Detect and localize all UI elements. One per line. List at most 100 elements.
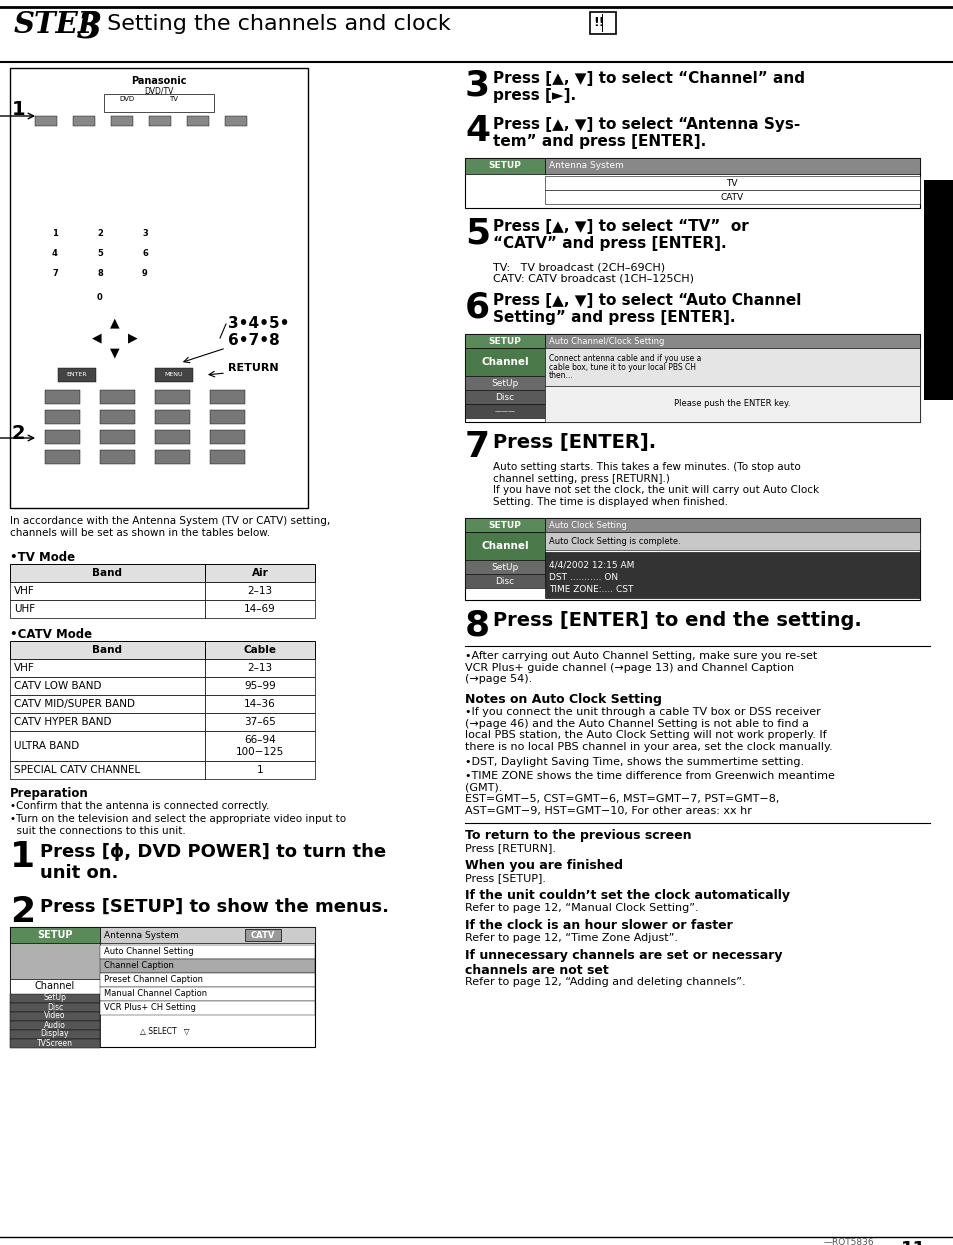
Text: SPECIAL CATV CHANNEL: SPECIAL CATV CHANNEL (14, 764, 140, 774)
Text: 6: 6 (464, 290, 490, 324)
Text: 1: 1 (52, 229, 58, 239)
Bar (58, 369, 96, 382)
Bar (10, 659, 205, 677)
Circle shape (173, 199, 184, 210)
Text: SETUP: SETUP (488, 520, 521, 529)
Circle shape (219, 144, 233, 158)
Text: △ SELECT   ▽: △ SELECT ▽ (140, 1027, 190, 1036)
Bar (601, 14, 602, 32)
Bar (10, 581, 205, 600)
Bar (205, 564, 314, 581)
Bar (245, 929, 281, 941)
Text: 2–13: 2–13 (247, 664, 273, 674)
Text: TV: TV (169, 96, 178, 102)
Text: 14–69: 14–69 (244, 604, 275, 614)
Bar (10, 928, 100, 1047)
Bar (205, 659, 314, 677)
Text: 2: 2 (97, 229, 103, 239)
Text: 4: 4 (52, 249, 58, 259)
Text: ENTER: ENTER (67, 372, 88, 377)
Circle shape (173, 168, 184, 178)
Bar (10, 731, 205, 761)
Text: Press [SETUP].: Press [SETUP]. (464, 873, 545, 883)
Text: Press [ENTER] to end the setting.: Press [ENTER] to end the setting. (493, 611, 861, 630)
Text: Video: Video (44, 1011, 66, 1021)
Text: 95–99: 95–99 (244, 681, 275, 691)
Text: Auto Clock Setting: Auto Clock Setting (548, 520, 626, 529)
Text: Audio: Audio (44, 1021, 66, 1030)
Circle shape (32, 183, 44, 194)
Text: Disc: Disc (495, 576, 514, 585)
Circle shape (47, 245, 63, 261)
Circle shape (125, 144, 139, 158)
Text: SetUp: SetUp (44, 994, 67, 1002)
Bar (154, 449, 190, 464)
Text: To return to the previous screen: To return to the previous screen (464, 829, 691, 842)
Text: 4/4/2002 12:15 AM: 4/4/2002 12:15 AM (548, 561, 634, 570)
Text: TVScreen: TVScreen (37, 1038, 73, 1047)
Bar (923, 181, 953, 400)
Text: Channel: Channel (35, 981, 75, 991)
Text: 3: 3 (464, 68, 490, 102)
Text: •After carrying out Auto Channel Setting, make sure you re-set
VCR Plus+ guide c: •After carrying out Auto Channel Setting… (464, 651, 817, 685)
Text: Preset Channel Caption: Preset Channel Caption (104, 976, 203, 985)
Text: Refer to page 12, “Adding and deleting channels”.: Refer to page 12, “Adding and deleting c… (464, 977, 745, 987)
Bar (205, 761, 314, 779)
Bar (100, 410, 135, 425)
Text: When you are finished: When you are finished (464, 859, 622, 872)
Circle shape (172, 126, 186, 139)
Bar (45, 410, 80, 425)
Bar (464, 532, 544, 560)
Text: SETUP: SETUP (488, 162, 521, 171)
Text: •If you connect the unit through a cable TV box or DSS receiver
(→page 46) and t: •If you connect the unit through a cable… (464, 707, 832, 752)
Text: 1: 1 (10, 840, 35, 874)
Bar (154, 430, 190, 444)
Text: 0: 0 (97, 293, 103, 301)
Circle shape (47, 265, 63, 281)
Bar (104, 95, 213, 112)
Text: UHF: UHF (14, 604, 35, 614)
Bar (10, 641, 205, 659)
Text: RETURN: RETURN (228, 364, 278, 374)
Text: If unnecessary channels are set or necessary
channels are not set: If unnecessary channels are set or neces… (464, 949, 781, 977)
Text: CATV: CATV (720, 193, 742, 202)
Text: Press [ENTER].: Press [ENTER]. (493, 433, 656, 452)
Text: 7: 7 (464, 430, 490, 464)
Text: Press [SETUP] to show the menus.: Press [SETUP] to show the menus. (40, 898, 389, 916)
Text: ▼: ▼ (111, 346, 120, 360)
Bar (210, 390, 245, 403)
Text: Auto Clock Setting is complete.: Auto Clock Setting is complete. (548, 537, 680, 545)
Text: Setting the channels and clock: Setting the channels and clock (100, 14, 450, 34)
Bar (73, 116, 95, 126)
Bar (100, 959, 314, 974)
Bar (205, 713, 314, 731)
Bar (10, 600, 205, 618)
Text: Press [RETURN].: Press [RETURN]. (464, 843, 556, 853)
Text: ◀: ◀ (92, 331, 102, 345)
Text: Channel Caption: Channel Caption (104, 961, 173, 971)
Circle shape (79, 168, 91, 178)
Circle shape (137, 245, 152, 261)
Circle shape (127, 183, 137, 194)
Text: Auto setting starts. This takes a few minutes. (To stop auto
channel setting, pr: Auto setting starts. This takes a few mi… (493, 462, 819, 507)
Text: •DST, Daylight Saving Time, shows the summertime setting.: •DST, Daylight Saving Time, shows the su… (464, 757, 803, 767)
Text: 9: 9 (142, 269, 148, 279)
Bar (45, 390, 80, 403)
Bar (544, 349, 919, 386)
Text: •Turn on the television and select the appropriate video input to
  suit the con: •Turn on the television and select the a… (10, 814, 346, 835)
Bar (100, 974, 314, 987)
Text: ———: ——— (494, 408, 515, 415)
Bar (10, 1030, 100, 1040)
Bar (225, 116, 247, 126)
Bar (10, 1021, 100, 1030)
Bar (10, 1040, 100, 1048)
Circle shape (79, 199, 91, 210)
Text: 3: 3 (77, 10, 102, 44)
Text: DVD/TV: DVD/TV (144, 86, 173, 95)
Bar (100, 1001, 314, 1015)
Text: 7: 7 (52, 269, 58, 279)
Bar (100, 987, 314, 1001)
Text: Connect antenna cable and if you use a: Connect antenna cable and if you use a (548, 354, 700, 364)
Bar (544, 386, 919, 422)
Bar (154, 369, 193, 382)
